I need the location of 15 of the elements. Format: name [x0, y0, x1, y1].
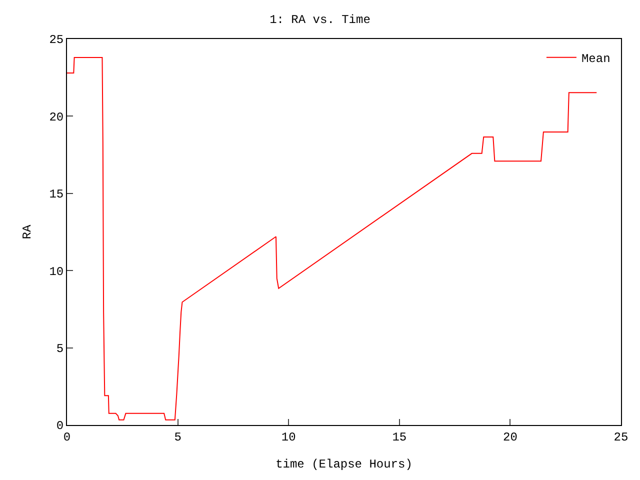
y-axis-title: RA: [20, 224, 34, 240]
x-axis-title: time (Elapse Hours): [276, 457, 412, 472]
x-tick-label: 15: [392, 430, 407, 444]
x-tick-label: 5: [174, 430, 182, 444]
x-tick-label: 20: [502, 430, 518, 444]
y-tick-label: 25: [49, 33, 64, 48]
y-tick-label: 0: [56, 419, 64, 434]
x-tick-label: 25: [614, 430, 628, 444]
x-tick-label: 10: [281, 430, 296, 444]
legend-label: Mean: [581, 52, 610, 66]
y-tick-label: 20: [49, 110, 64, 124]
y-tick-label: 15: [49, 188, 64, 202]
chart-title: 1: RA vs. Time: [270, 12, 370, 27]
y-tick-label: 5: [56, 342, 64, 356]
y-tick-label: 10: [49, 264, 64, 279]
